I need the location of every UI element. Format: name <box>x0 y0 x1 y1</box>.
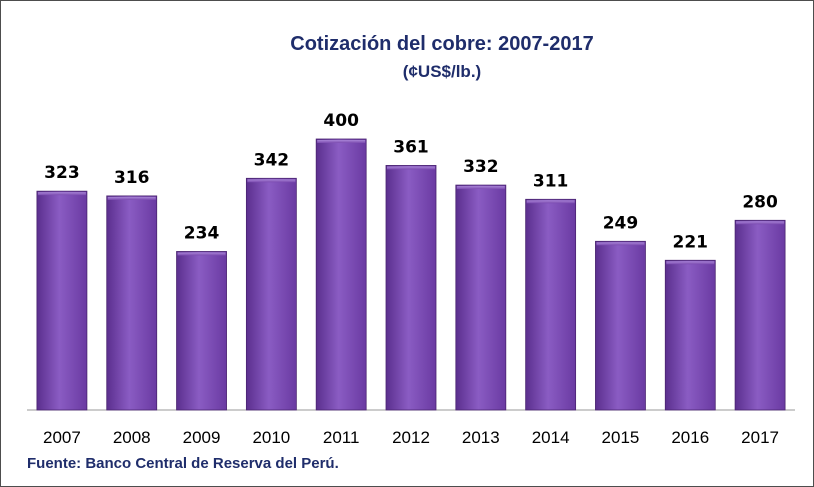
bar-highlight-2011 <box>317 140 366 143</box>
bar-2010 <box>245 177 297 411</box>
value-label-2012: 361 <box>393 137 429 157</box>
bar-2016 <box>664 259 716 411</box>
category-label-2012: 2012 <box>392 428 430 447</box>
category-label-2017: 2017 <box>741 428 779 447</box>
category-label-2014: 2014 <box>532 428 570 447</box>
value-label-2010: 342 <box>254 150 290 170</box>
bar-2014 <box>525 198 577 411</box>
bar-highlight-2012 <box>387 166 435 170</box>
value-label-2016: 221 <box>673 232 709 252</box>
value-label-2007: 323 <box>44 163 80 183</box>
bar-highlight-2010 <box>247 179 296 183</box>
bar-highlight-2008 <box>107 196 156 200</box>
category-label-2015: 2015 <box>602 428 640 447</box>
chart-title: Cotización del cobre: 2007-2017 <box>290 33 594 55</box>
category-label-2010: 2010 <box>252 428 290 447</box>
source-note: Fuente: Banco Central de Reserva del Per… <box>27 455 339 472</box>
bar-highlight-2014 <box>526 200 575 204</box>
bar-highlight-2009 <box>177 252 226 256</box>
bar-2009 <box>176 251 227 411</box>
category-label-2016: 2016 <box>671 428 709 447</box>
category-label-2013: 2013 <box>462 428 500 447</box>
value-label-2008: 316 <box>114 168 150 188</box>
bar-2008 <box>106 195 158 411</box>
bar-2015 <box>595 240 646 411</box>
bar-highlight-2017 <box>736 221 785 225</box>
bar-2011 <box>315 138 367 411</box>
category-label-2008: 2008 <box>113 428 151 447</box>
bar-2013 <box>455 184 507 411</box>
bar-2012 <box>385 165 437 411</box>
bar-highlight-2016 <box>666 261 715 265</box>
bar-2007 <box>36 190 88 411</box>
category-label-2007: 2007 <box>43 428 81 447</box>
value-label-2009: 234 <box>184 223 220 243</box>
value-label-2011: 400 <box>323 111 359 131</box>
category-label-2009: 2009 <box>183 428 221 447</box>
chart-subtitle: (¢US$/lb.) <box>402 62 482 81</box>
category-label-2011: 2011 <box>323 428 360 447</box>
bar-2017 <box>734 219 786 411</box>
value-label-2013: 332 <box>463 157 499 177</box>
value-label-2014: 311 <box>533 171 569 191</box>
bar-highlight-2013 <box>456 186 505 190</box>
value-label-2017: 280 <box>742 192 778 212</box>
bar-highlight-2015 <box>596 242 645 246</box>
value-label-2015: 249 <box>603 213 639 233</box>
bar-highlight-2007 <box>37 192 86 196</box>
